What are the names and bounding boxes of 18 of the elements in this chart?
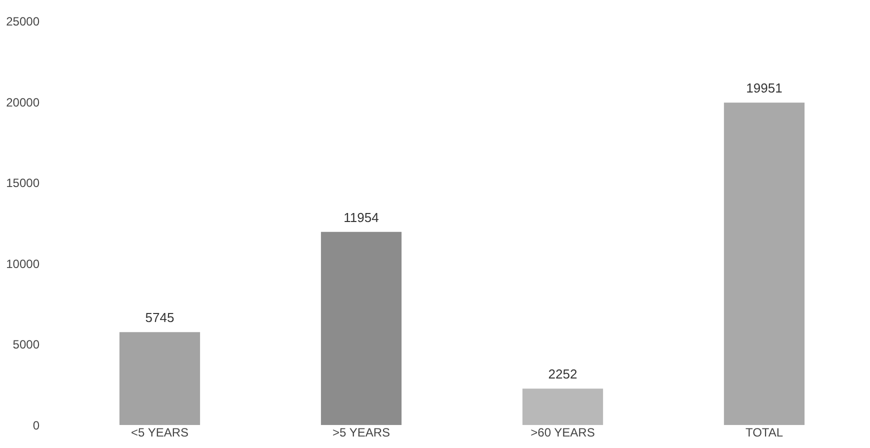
bar <box>119 332 200 425</box>
y-tick-label: 10000 <box>6 256 40 271</box>
y-tick-label: 20000 <box>6 95 40 110</box>
x-tick-label: >60 YEARS <box>530 426 595 440</box>
y-tick-label: 5000 <box>12 338 40 352</box>
y-tick-label: 15000 <box>6 176 40 190</box>
y-tick-label: 25000 <box>6 14 40 28</box>
x-tick-label: <5 YEARS <box>131 426 188 440</box>
data-label: 11954 <box>344 210 379 225</box>
bar <box>724 102 805 425</box>
data-label: 19951 <box>746 80 782 96</box>
data-label: 5745 <box>145 310 174 326</box>
y-tick-label: 0 <box>32 418 40 432</box>
x-tick-label: TOTAL <box>745 426 784 440</box>
data-label: 2252 <box>548 366 578 382</box>
x-tick-label: >5 YEARS <box>332 426 390 440</box>
bar <box>522 388 604 425</box>
bar <box>320 232 402 425</box>
